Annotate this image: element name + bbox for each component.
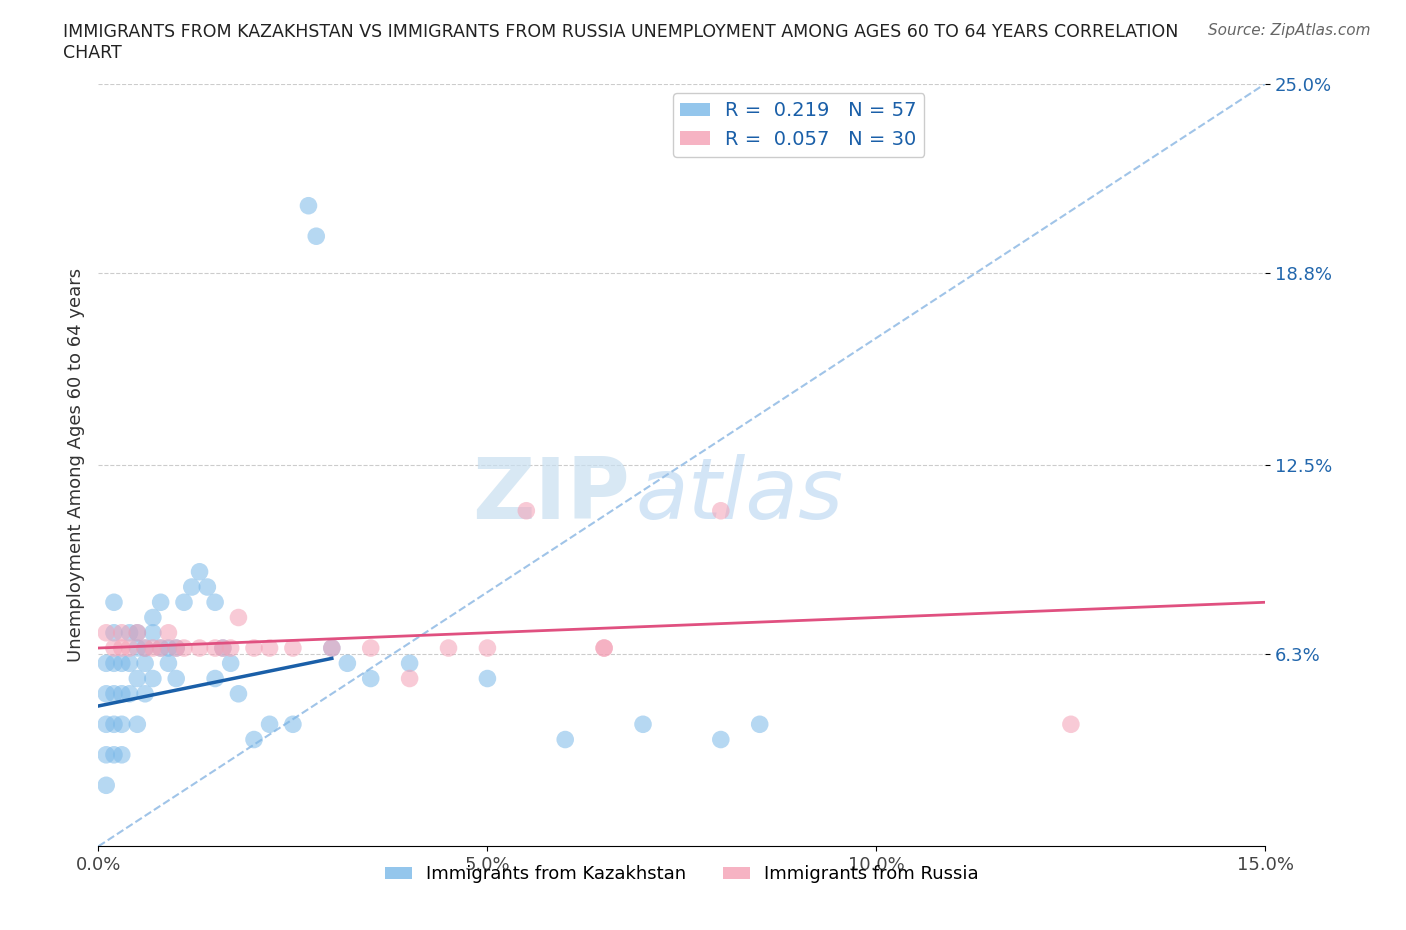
Point [127,641,149,656]
Point [96,748,118,763]
Point [103,625,125,640]
Point [96,686,118,701]
Point [134,656,156,671]
Point [173,641,195,656]
Point [297,198,319,213]
Point [142,671,165,686]
Point [118,641,141,656]
Point [188,641,211,656]
Point [477,671,499,686]
Point [212,641,235,656]
Point [127,717,149,732]
Point [631,717,654,732]
Point [157,656,180,671]
Point [748,717,770,732]
Point [228,610,250,625]
Point [259,717,281,732]
Text: atlas: atlas [636,454,844,537]
Point [111,717,134,732]
Text: Source: ZipAtlas.com: Source: ZipAtlas.com [1208,23,1371,38]
Text: CHART: CHART [63,44,122,61]
Text: IMMIGRANTS FROM KAZAKHSTAN VS IMMIGRANTS FROM RUSSIA UNEMPLOYMENT AMONG AGES 60 : IMMIGRANTS FROM KAZAKHSTAN VS IMMIGRANTS… [63,23,1178,41]
Point [321,641,343,656]
Point [111,656,134,671]
Point [103,748,125,763]
Point [149,641,172,656]
Point [219,641,242,656]
Point [165,641,187,656]
Point [281,717,304,732]
Point [142,625,165,640]
Point [398,656,420,671]
Point [127,625,149,640]
Y-axis label: Unemployment Among Ages 60 to 64 years: Unemployment Among Ages 60 to 64 years [66,268,84,662]
Point [96,777,118,792]
Point [593,641,616,656]
Point [149,595,172,610]
Point [188,565,211,579]
Point [243,641,266,656]
Point [305,229,328,244]
Point [437,641,460,656]
Point [204,595,226,610]
Point [336,656,359,671]
Point [96,625,118,640]
Point [103,595,125,610]
Point [118,686,141,701]
Point [96,656,118,671]
Point [173,595,195,610]
Point [134,641,156,656]
Point [142,641,165,656]
Legend: Immigrants from Kazakhstan, Immigrants from Russia: Immigrants from Kazakhstan, Immigrants f… [378,858,986,891]
Point [111,641,134,656]
Point [204,641,226,656]
Point [554,732,576,747]
Point [134,641,156,656]
Point [149,641,172,656]
Point [157,625,180,640]
Point [593,641,616,656]
Point [165,671,187,686]
Point [360,641,382,656]
Point [96,717,118,732]
Point [111,686,134,701]
Point [127,671,149,686]
Point [228,686,250,701]
Point [127,625,149,640]
Point [321,641,343,656]
Point [710,503,733,518]
Point [180,579,202,594]
Point [243,732,266,747]
Point [165,641,187,656]
Point [118,656,141,671]
Point [111,625,134,640]
Point [360,671,382,686]
Point [103,656,125,671]
Point [142,610,165,625]
Point [515,503,537,518]
Point [1060,717,1083,732]
Point [710,732,733,747]
Point [118,625,141,640]
Point [103,717,125,732]
Point [281,641,304,656]
Point [103,641,125,656]
Point [204,671,226,686]
Point [111,748,134,763]
Point [219,656,242,671]
Point [103,686,125,701]
Point [477,641,499,656]
Point [134,686,156,701]
Point [259,641,281,656]
Text: ZIP: ZIP [471,454,630,537]
Point [398,671,420,686]
Point [157,641,180,656]
Point [212,641,235,656]
Point [195,579,218,594]
